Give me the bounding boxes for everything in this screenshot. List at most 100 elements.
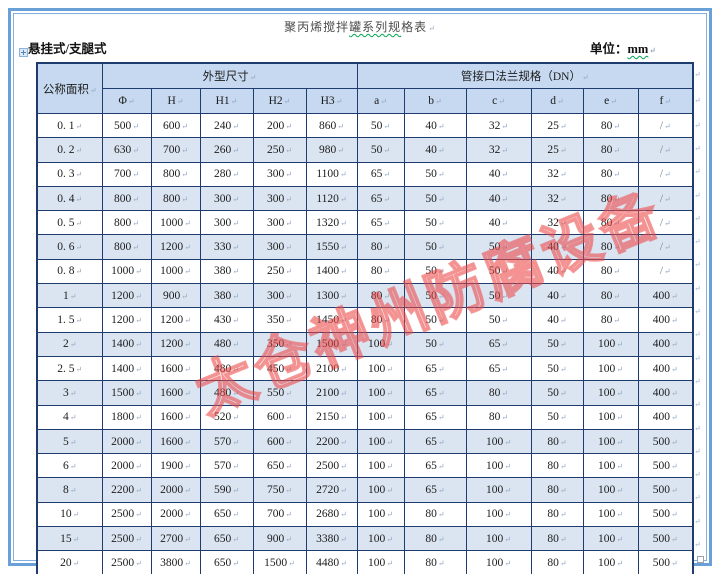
cell-value: 650 xyxy=(267,459,285,472)
row-label-cell: 1↵ xyxy=(36,283,103,309)
table-cell: 80↵ xyxy=(465,404,532,430)
paragraph-mark-icon: ↵ xyxy=(285,121,292,131)
cell-value: 2200 xyxy=(111,484,135,497)
paragraph-mark-icon: ↵ xyxy=(437,291,445,301)
table-cell: 800↵ xyxy=(150,185,201,212)
table-resize-handle[interactable] xyxy=(697,556,704,563)
table-cell: 900↵ xyxy=(150,283,201,309)
table-cell: 50↵ xyxy=(465,307,532,333)
table-cell: 350↵ xyxy=(252,307,307,333)
cell-value: 1600 xyxy=(160,362,184,375)
cell-value: 900 xyxy=(267,532,285,545)
cell-value: 65 xyxy=(488,338,501,351)
cell-value: 2200 xyxy=(316,435,340,448)
row-end-mark-icon: ↵ xyxy=(694,143,701,153)
cell-value: 50 xyxy=(547,362,559,375)
cell-value: 100 xyxy=(368,411,386,424)
table-cell: 80↵ xyxy=(403,526,467,552)
cell-value: 40 xyxy=(425,119,437,132)
table-cell: 700↵ xyxy=(101,161,152,187)
paragraph-mark-icon: ↵ xyxy=(386,558,393,568)
paragraph-mark-icon: ↵ xyxy=(232,340,239,350)
table-cell: 700↵ xyxy=(150,137,201,163)
unit-label: 单位：mm↵ xyxy=(590,38,656,57)
table-cell: 2000↵ xyxy=(101,428,152,455)
paragraph-mark-icon: ↵ xyxy=(135,316,142,326)
row-label-cell: 8↵ xyxy=(36,477,103,503)
subheader-text: a xyxy=(374,95,380,107)
cell-value: 350 xyxy=(267,314,285,327)
cell-value: 80 xyxy=(600,241,613,254)
cell-value: 0. 2 xyxy=(57,143,75,156)
cell-value: 1200 xyxy=(160,314,184,327)
cell-value: 250 xyxy=(267,265,285,278)
table-cell: 100↵ xyxy=(356,550,405,574)
table-row: 2. 5↵ 1400↵ 1600↵ 480↵ 450↵ 2100↵ 100↵ 65↵ 65↵ 50… xyxy=(36,355,694,382)
table-cell: 1800↵ xyxy=(101,404,152,430)
table-cell: 50↵ xyxy=(530,331,584,357)
table-cell: 100↵ xyxy=(582,404,639,430)
table-row: 20↵ 2500↵ 3800↵ 650↵ 1500↵ 4480↵ 100↵ 80↵ 100↵ 80… xyxy=(36,550,694,574)
subheader-text: f xyxy=(659,95,664,107)
paragraph-mark-icon: ↵ xyxy=(671,413,678,423)
table-cell: 2100↵ xyxy=(305,380,358,406)
paragraph-mark-icon: ↵ xyxy=(285,461,292,471)
table-cell: 650↵ xyxy=(199,526,254,552)
table-cell: 2500↵ xyxy=(101,526,152,552)
cell-value: 10 xyxy=(60,508,72,521)
cell-value: 6 xyxy=(63,459,69,472)
paragraph-mark-icon: ↵ xyxy=(501,243,509,253)
cell-value: 80 xyxy=(370,241,383,254)
paragraph-mark-icon: ↵ xyxy=(380,97,387,106)
table-row: 1. 5↵ 1200↵ 1200↵ 430↵ 350↵ 1450↵ 80↵ 50↵ 50↵ 40↵… xyxy=(36,307,694,333)
cell-value: 100 xyxy=(598,362,616,375)
cell-value: 40 xyxy=(488,168,501,181)
cell-value: 3380 xyxy=(316,532,340,545)
table-anchor-icon[interactable] xyxy=(19,48,28,57)
row-label-cell: 1. 5↵ xyxy=(36,307,103,333)
subheader-h2: H2↵ xyxy=(252,88,307,114)
table-cell: 2500↵ xyxy=(305,453,358,479)
paragraph-mark-icon: ↵ xyxy=(504,461,511,471)
row-label-cell: 20↵ xyxy=(36,550,103,574)
table-cell: 65↵ xyxy=(403,477,467,503)
paragraph-mark-icon: ↵ xyxy=(437,461,445,471)
cell-value: 1200 xyxy=(160,338,184,351)
cell-value: 520 xyxy=(214,411,232,424)
paragraph-mark-icon: ↵ xyxy=(616,340,623,350)
table-cell: 1200↵ xyxy=(150,307,201,333)
cell-value: 65 xyxy=(425,386,437,399)
cell-value: 0. 6 xyxy=(57,241,75,254)
paragraph-mark-icon: ↵ xyxy=(184,437,191,447)
cell-value: 650 xyxy=(214,532,232,545)
paragraph-mark-icon: ↵ xyxy=(184,510,191,520)
table-cell: 400↵ xyxy=(637,307,694,333)
cell-value: 100 xyxy=(598,435,616,448)
subheader-text: c xyxy=(492,95,498,107)
paragraph-mark-icon: ↵ xyxy=(69,486,77,496)
table-cell: 50↵ xyxy=(356,112,405,139)
cell-value: 80 xyxy=(488,386,501,399)
paragraph-mark-icon: ↵ xyxy=(340,486,347,496)
cell-value: 1400 xyxy=(316,265,340,278)
cell-value: 260 xyxy=(214,143,232,156)
cell-value: 5 xyxy=(63,435,69,448)
table-cell: /↵ xyxy=(637,258,694,285)
paragraph-mark-icon: ↵ xyxy=(285,388,292,398)
paragraph-mark-icon: ↵ xyxy=(437,145,445,155)
paragraph-mark-icon: ↵ xyxy=(559,534,567,544)
paragraph-mark-icon: ↵ xyxy=(437,510,445,520)
paragraph-mark-icon: ↵ xyxy=(184,316,191,326)
table-cell: 40↵ xyxy=(465,161,532,187)
cell-value: 80 xyxy=(547,508,559,521)
paragraph-mark-icon: ↵ xyxy=(75,218,83,228)
cell-value: 40 xyxy=(547,241,559,254)
paragraph-mark-icon: ↵ xyxy=(230,97,238,106)
paragraph-mark-icon: ↵ xyxy=(337,121,344,131)
row-end-mark-icon: ↵ xyxy=(694,237,701,247)
cell-value: 50 xyxy=(488,289,501,302)
paragraph-mark-icon: ↵ xyxy=(559,316,567,326)
paragraph-mark-icon: ↵ xyxy=(232,461,239,471)
table-cell: /↵ xyxy=(637,210,694,236)
cell-value: 2000 xyxy=(160,508,184,521)
